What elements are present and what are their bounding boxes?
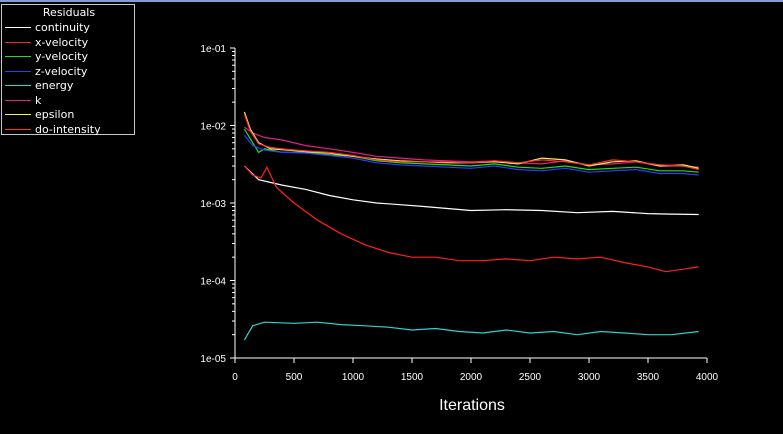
series-line-x-velocity <box>243 165 699 273</box>
legend-swatch <box>5 128 31 130</box>
series-line-k <box>244 126 699 168</box>
legend-item-y-velocity: y-velocity <box>5 50 133 64</box>
legend-item-x-velocity: x-velocity <box>5 36 133 50</box>
legend-title: Residuals <box>42 6 96 19</box>
y-tick-label: 1e-04 <box>200 277 226 288</box>
y-tick-label: 1e-03 <box>200 199 226 210</box>
legend-item-z-velocity: z-velocity <box>5 65 133 79</box>
legend-item-energy: energy <box>5 79 133 93</box>
y-tick-label: 1e-05 <box>200 354 226 365</box>
series-line-continuity <box>243 165 699 216</box>
legend-label: z-velocity <box>35 64 88 78</box>
legend: Residuals continuity x-velocity y-velocity… <box>1 4 135 137</box>
legend-swatch <box>5 27 31 28</box>
legend-label: x-velocity <box>35 35 89 49</box>
series-line-y-velocity <box>243 128 699 173</box>
window-top-border <box>0 0 783 2</box>
legend-item-epsilon: epsilon <box>5 108 133 122</box>
legend-swatch <box>5 70 31 72</box>
series-line-do-intensity <box>243 114 699 171</box>
legend-swatch <box>5 99 31 101</box>
legend-item-continuity: continuity <box>5 21 133 35</box>
series-line-energy <box>243 321 699 341</box>
x-tick-label: 4000 <box>696 372 719 383</box>
legend-swatch <box>5 114 31 115</box>
legend-label: do-intensity <box>35 122 101 136</box>
y-tick-label: 1e-01 <box>200 44 226 55</box>
legend-label: k <box>35 93 42 107</box>
axes: 0 500 1000 1500 2000 2500 3000 3500 4000 1e-01 1e-… <box>200 44 718 383</box>
legend-label: continuity <box>35 21 90 34</box>
legend-swatch <box>5 41 31 43</box>
series-line-z-velocity <box>243 134 699 176</box>
y-tick-label: 1e-02 <box>200 122 226 133</box>
x-tick-label: 2500 <box>519 372 542 383</box>
x-axis-label: Iterations <box>439 397 505 414</box>
x-tick-label: 500 <box>286 372 303 383</box>
x-tick-label: 1500 <box>401 372 424 383</box>
legend-swatch <box>5 56 31 57</box>
x-tick-label: 3500 <box>637 372 660 383</box>
legend-label: energy <box>35 79 74 92</box>
x-tick-label: 3000 <box>578 372 601 383</box>
series-lines <box>243 111 699 341</box>
series-line-epsilon <box>243 111 699 169</box>
legend-swatch <box>5 85 31 86</box>
legend-item-k: k <box>5 94 133 108</box>
x-tick-label: 0 <box>232 372 238 383</box>
legend-label: y-velocity <box>35 50 88 63</box>
legend-label: epsilon <box>35 108 75 121</box>
x-tick-label: 2000 <box>460 372 483 383</box>
legend-item-do-intensity: do-intensity <box>5 123 133 137</box>
x-tick-label: 1000 <box>342 372 365 383</box>
